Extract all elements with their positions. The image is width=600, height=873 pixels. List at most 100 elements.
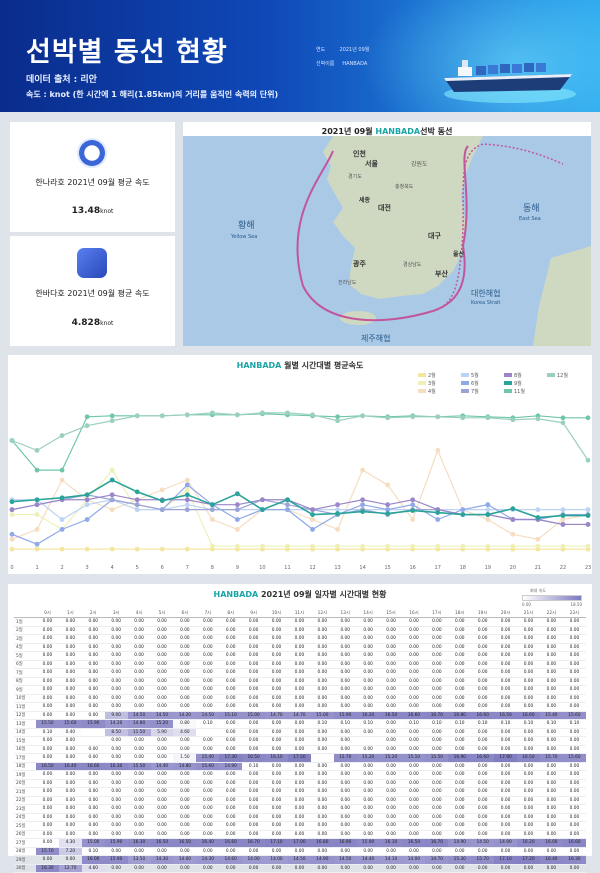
data-point[interactable]	[560, 543, 566, 549]
data-point[interactable]	[260, 543, 265, 549]
data-point[interactable]	[184, 412, 190, 418]
series-line[interactable]	[11, 494, 588, 526]
data-point[interactable]	[285, 507, 290, 513]
data-point[interactable]	[234, 502, 240, 508]
data-point[interactable]	[335, 502, 340, 508]
series-line[interactable]	[11, 479, 588, 519]
data-point[interactable]	[59, 526, 65, 532]
data-point[interactable]	[84, 492, 90, 498]
data-point[interactable]	[84, 423, 90, 429]
data-point[interactable]	[410, 543, 416, 549]
data-point[interactable]	[485, 543, 491, 549]
data-point[interactable]	[460, 507, 466, 513]
series-line[interactable]	[12, 499, 588, 521]
data-point[interactable]	[535, 416, 541, 422]
data-point[interactable]	[159, 498, 165, 504]
data-point[interactable]	[485, 507, 491, 513]
data-point[interactable]	[109, 507, 115, 513]
data-point[interactable]	[360, 502, 366, 508]
data-point[interactable]	[59, 495, 65, 501]
data-point[interactable]	[209, 502, 215, 508]
data-point[interactable]	[59, 467, 65, 473]
data-point[interactable]	[159, 546, 165, 552]
data-point[interactable]	[410, 517, 416, 522]
data-point[interactable]	[310, 526, 315, 532]
data-point[interactable]	[34, 541, 40, 547]
data-point[interactable]	[460, 512, 466, 517]
data-point[interactable]	[385, 482, 391, 488]
data-point[interactable]	[260, 507, 265, 513]
data-point[interactable]	[585, 513, 591, 518]
data-point[interactable]	[34, 546, 40, 552]
data-point[interactable]	[560, 507, 566, 513]
data-point[interactable]	[560, 513, 566, 518]
data-point[interactable]	[184, 482, 190, 488]
data-point[interactable]	[535, 543, 541, 549]
data-point[interactable]	[9, 438, 15, 443]
data-point[interactable]	[560, 415, 566, 421]
data-point[interactable]	[234, 412, 240, 418]
data-point[interactable]	[109, 492, 115, 498]
data-point[interactable]	[585, 457, 591, 463]
data-point[interactable]	[34, 467, 40, 473]
data-point[interactable]	[585, 415, 591, 421]
data-point[interactable]	[385, 511, 391, 516]
data-point[interactable]	[134, 413, 140, 419]
data-point[interactable]	[435, 543, 441, 549]
data-point[interactable]	[410, 414, 416, 420]
data-point[interactable]	[209, 410, 215, 416]
data-point[interactable]	[485, 517, 491, 522]
data-point[interactable]	[310, 412, 315, 418]
data-point[interactable]	[510, 417, 516, 423]
data-point[interactable]	[460, 415, 466, 421]
data-point[interactable]	[59, 546, 65, 552]
data-point[interactable]	[234, 517, 240, 522]
data-point[interactable]	[360, 509, 366, 514]
data-point[interactable]	[109, 497, 115, 503]
data-point[interactable]	[510, 531, 516, 537]
data-point[interactable]	[134, 489, 140, 495]
data-point[interactable]	[84, 414, 90, 420]
series-line[interactable]	[11, 412, 589, 461]
data-point[interactable]	[109, 418, 115, 424]
data-point[interactable]	[335, 543, 340, 549]
data-point[interactable]	[435, 517, 441, 522]
data-point[interactable]	[335, 507, 340, 513]
data-point[interactable]	[84, 502, 90, 508]
data-point[interactable]	[9, 499, 15, 505]
data-point[interactable]	[485, 502, 491, 508]
data-point[interactable]	[159, 413, 165, 419]
data-point[interactable]	[59, 433, 65, 438]
data-point[interactable]	[59, 517, 65, 522]
data-point[interactable]	[34, 447, 40, 453]
ship-filter[interactable]: 선박이름 HANBADA	[316, 61, 368, 67]
data-point[interactable]	[335, 414, 340, 420]
data-point[interactable]	[184, 507, 190, 513]
data-point[interactable]	[34, 502, 40, 508]
data-point[interactable]	[435, 510, 441, 515]
data-point[interactable]	[410, 497, 416, 503]
data-point[interactable]	[34, 497, 40, 503]
data-point[interactable]	[310, 507, 315, 513]
data-point[interactable]	[560, 420, 566, 426]
data-point[interactable]	[184, 477, 190, 483]
data-point[interactable]	[585, 522, 591, 527]
data-point[interactable]	[209, 517, 215, 522]
data-point[interactable]	[585, 507, 591, 513]
data-point[interactable]	[184, 492, 190, 498]
series-line[interactable]	[11, 484, 588, 545]
data-point[interactable]	[184, 546, 190, 552]
data-point[interactable]	[209, 543, 215, 549]
data-point[interactable]	[134, 497, 140, 503]
data-point[interactable]	[184, 502, 190, 508]
data-point[interactable]	[435, 414, 441, 420]
data-point[interactable]	[385, 415, 391, 421]
data-point[interactable]	[84, 497, 90, 503]
data-point[interactable]	[510, 543, 516, 549]
data-point[interactable]	[9, 512, 15, 517]
data-point[interactable]	[485, 512, 491, 517]
data-point[interactable]	[560, 522, 566, 527]
data-point[interactable]	[560, 517, 566, 522]
data-point[interactable]	[9, 536, 15, 542]
data-point[interactable]	[234, 526, 240, 532]
